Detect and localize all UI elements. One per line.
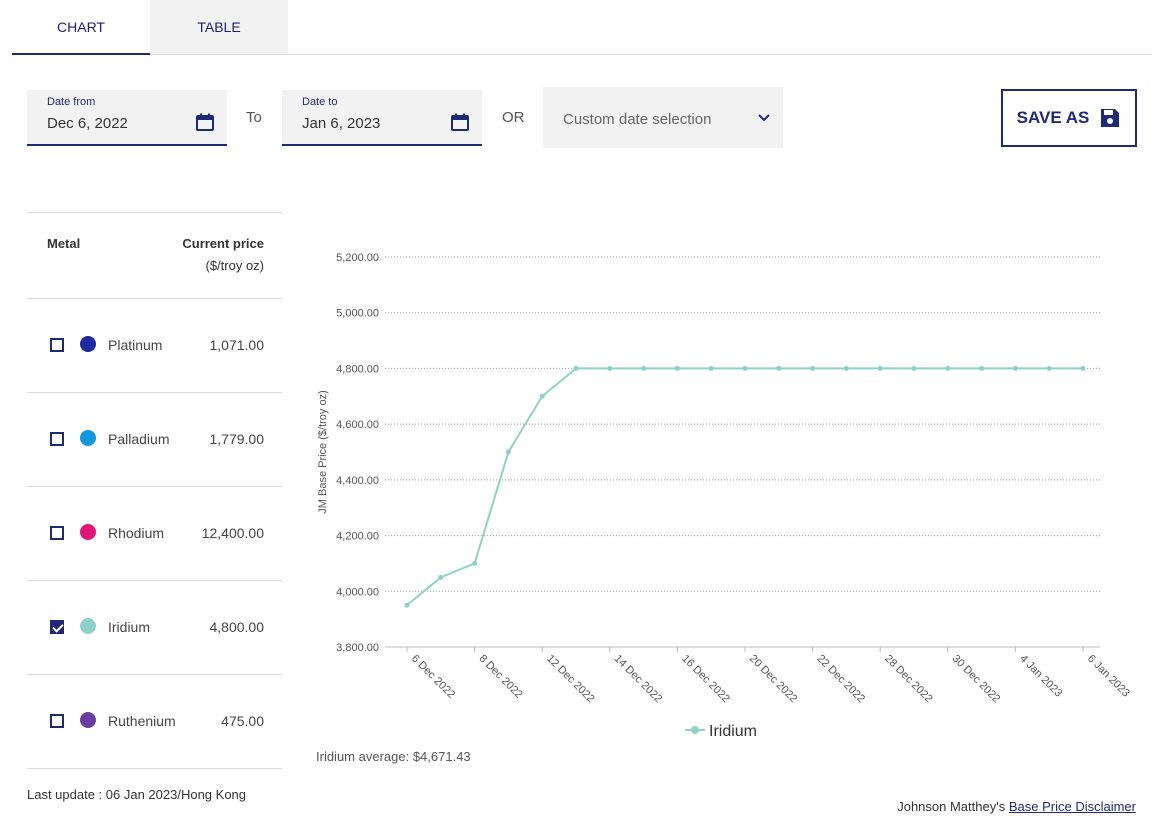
iridium-data-point bbox=[1012, 365, 1018, 371]
date-from-value: Dec 6, 2022 bbox=[47, 115, 128, 132]
iridium-data-point bbox=[1080, 365, 1086, 371]
x-tick-label: 6 Dec 2022 bbox=[409, 653, 457, 701]
disclaimer-prefix: Johnson Matthey's bbox=[897, 799, 1006, 814]
x-tick-label: 12 Dec 2022 bbox=[544, 653, 597, 706]
iridium-data-point bbox=[674, 365, 680, 371]
y-tick-label: 4,400.00 bbox=[336, 475, 379, 487]
last-update: Last update : 06 Jan 2023/Hong Kong bbox=[27, 787, 247, 802]
iridium-series-line bbox=[406, 367, 1083, 606]
iridium-data-point bbox=[1046, 365, 1052, 371]
metal-name: Iridium bbox=[108, 619, 151, 635]
date-from-field[interactable]: Date from Dec 6, 2022 bbox=[27, 90, 227, 146]
iridium-data-point bbox=[708, 365, 714, 371]
to-text: To bbox=[246, 109, 262, 126]
disclaimer-link[interactable]: Base Price Disclaimer bbox=[1008, 799, 1136, 814]
metal-price: 4,800.00 bbox=[209, 619, 265, 635]
y-tick-label: 4,200.00 bbox=[336, 531, 379, 543]
view-tabs: CHART TABLE bbox=[12, 0, 1152, 55]
iridium-data-point bbox=[539, 393, 545, 399]
metal-name: Rhodium bbox=[108, 525, 165, 541]
legend-marker bbox=[691, 726, 699, 734]
iridium-average: Iridium average: $4,671.43 bbox=[316, 749, 471, 764]
metal-checkbox[interactable] bbox=[50, 714, 64, 728]
y-tick-label: 4,800.00 bbox=[336, 363, 379, 375]
metal-color-dot bbox=[80, 712, 96, 728]
x-tick-label: 8 Dec 2022 bbox=[476, 653, 524, 701]
calendar-icon[interactable] bbox=[450, 112, 470, 132]
y-tick-label: 3,800.00 bbox=[336, 642, 379, 654]
y-tick-label: 5,200.00 bbox=[336, 252, 379, 264]
iridium-data-point bbox=[742, 365, 748, 371]
metal-price: 12,400.00 bbox=[201, 525, 264, 541]
header-unit: ($/troy oz) bbox=[205, 258, 264, 273]
save-icon bbox=[1101, 109, 1120, 127]
save-as-button[interactable]: SAVE AS bbox=[1001, 89, 1137, 147]
tab-table[interactable]: TABLE bbox=[150, 0, 288, 54]
iridium-data-point bbox=[573, 365, 579, 371]
metal-color-dot bbox=[80, 524, 96, 540]
disclaimer: Johnson Matthey's Base Price Disclaimer bbox=[897, 799, 1136, 814]
iridium-data-point bbox=[607, 365, 613, 371]
calendar-icon[interactable] bbox=[195, 112, 215, 132]
save-as-label: SAVE AS bbox=[1016, 108, 1090, 127]
metal-price: 1,779.00 bbox=[209, 431, 265, 447]
metal-row-ruthenium[interactable]: Ruthenium 475.00 bbox=[27, 675, 282, 769]
date-to-value: Jan 6, 2023 bbox=[302, 115, 381, 132]
metal-checkbox[interactable] bbox=[50, 338, 64, 352]
date-from-label: Date from bbox=[47, 96, 96, 108]
metal-row-palladium[interactable]: Palladium 1,779.00 bbox=[27, 393, 282, 487]
date-to-field[interactable]: Date to Jan 6, 2023 bbox=[282, 90, 482, 146]
x-tick-label: 6 Jan 2023 bbox=[1085, 653, 1132, 700]
chevron-down-icon bbox=[758, 114, 770, 122]
x-tick-label: 20 Dec 2022 bbox=[747, 653, 800, 706]
iridium-data-point bbox=[945, 365, 951, 371]
metal-name: Palladium bbox=[108, 431, 170, 447]
metal-row-iridium[interactable]: Iridium 4,800.00 bbox=[27, 581, 282, 675]
iridium-price-chart: 3,800.00 4,000.00 4,200.00 4,400.00 4,600.00… bbox=[317, 252, 1132, 740]
iridium-data-point bbox=[505, 449, 511, 455]
iridium-data-point bbox=[979, 365, 985, 371]
iridium-data-point bbox=[404, 602, 410, 608]
metal-price: 475.00 bbox=[221, 713, 264, 729]
y-tick-label: 5,000.00 bbox=[336, 308, 379, 320]
metal-checkbox[interactable] bbox=[50, 620, 64, 634]
iridium-data-point bbox=[911, 365, 917, 371]
y-tick-label: 4,000.00 bbox=[336, 586, 379, 598]
x-tick-label: 22 Dec 2022 bbox=[814, 653, 867, 706]
header-current-price: Current price bbox=[182, 236, 264, 251]
metal-price-table: Metal Current price ($/troy oz) Platinum… bbox=[27, 212, 282, 769]
or-text: OR bbox=[502, 109, 525, 126]
x-tick-label: 28 Dec 2022 bbox=[882, 653, 935, 706]
y-tick-label: 4,600.00 bbox=[336, 419, 379, 431]
legend-label: Iridium bbox=[709, 723, 757, 740]
iridium-data-point bbox=[843, 365, 849, 371]
metal-row-rhodium[interactable]: Rhodium 12,400.00 bbox=[27, 487, 282, 581]
date-to-label: Date to bbox=[302, 96, 338, 108]
iridium-data-point bbox=[438, 574, 444, 580]
x-tick-label: 14 Dec 2022 bbox=[612, 653, 665, 706]
x-tick-label: 16 Dec 2022 bbox=[679, 653, 732, 706]
metal-checkbox[interactable] bbox=[50, 432, 64, 446]
metal-price: 1,071.00 bbox=[209, 337, 265, 353]
custom-date-select[interactable]: Custom date selection bbox=[543, 87, 783, 148]
metal-checkbox[interactable] bbox=[50, 526, 64, 540]
metal-table-header: Metal Current price ($/troy oz) bbox=[27, 213, 282, 299]
iridium-data-point bbox=[810, 365, 816, 371]
metal-color-dot bbox=[80, 336, 96, 352]
metal-color-dot bbox=[80, 618, 96, 634]
iridium-data-point bbox=[472, 560, 478, 566]
iridium-data-point bbox=[641, 365, 647, 371]
iridium-data-point bbox=[776, 365, 782, 371]
metal-color-dot bbox=[80, 430, 96, 446]
tab-chart[interactable]: CHART bbox=[12, 0, 150, 55]
metal-name: Platinum bbox=[108, 337, 163, 353]
y-axis-label: JM Base Price ($/troy oz) bbox=[317, 390, 329, 513]
x-tick-label: 4 Jan 2023 bbox=[1017, 653, 1064, 700]
header-metal: Metal bbox=[47, 236, 81, 251]
iridium-data-point bbox=[877, 365, 883, 371]
metal-row-platinum[interactable]: Platinum 1,071.00 bbox=[27, 299, 282, 393]
x-tick-label: 30 Dec 2022 bbox=[950, 653, 1003, 706]
metal-name: Ruthenium bbox=[108, 713, 176, 729]
custom-date-select-value: Custom date selection bbox=[563, 111, 712, 128]
